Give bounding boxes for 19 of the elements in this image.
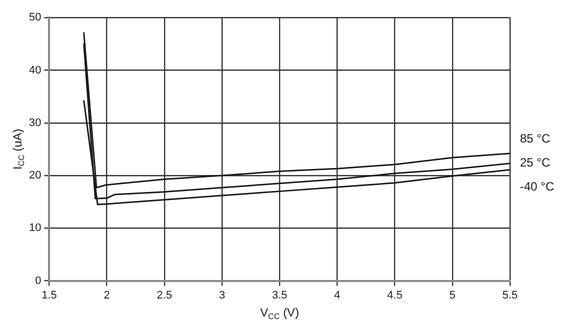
y-axis-title: ICC (uA): [10, 128, 26, 170]
x-tick-label: 5: [449, 289, 456, 302]
x-tick-label: 2: [104, 289, 110, 302]
series-label: 85 °C: [520, 132, 550, 146]
x-tick-label: 4: [334, 289, 340, 302]
y-tick-label: 30: [28, 116, 42, 129]
y-tick-label: 40: [28, 64, 42, 76]
x-tick-label: 2.5: [156, 289, 172, 302]
x-tick-label: 5.5: [502, 289, 518, 302]
y-tick-label: 0: [35, 274, 42, 287]
x-tick-label: 1.5: [42, 289, 57, 302]
x-tick-label: 3.5: [272, 289, 288, 302]
y-tick-label: 10: [28, 222, 42, 234]
y-tick-label: 50: [28, 12, 42, 24]
y-tick-label: 20: [28, 170, 42, 182]
x-tick-label: 4.5: [387, 289, 402, 302]
series-label: 25 °C: [520, 156, 550, 170]
series-label: -40 °C: [520, 180, 554, 194]
x-tick-label: 3: [218, 289, 226, 302]
